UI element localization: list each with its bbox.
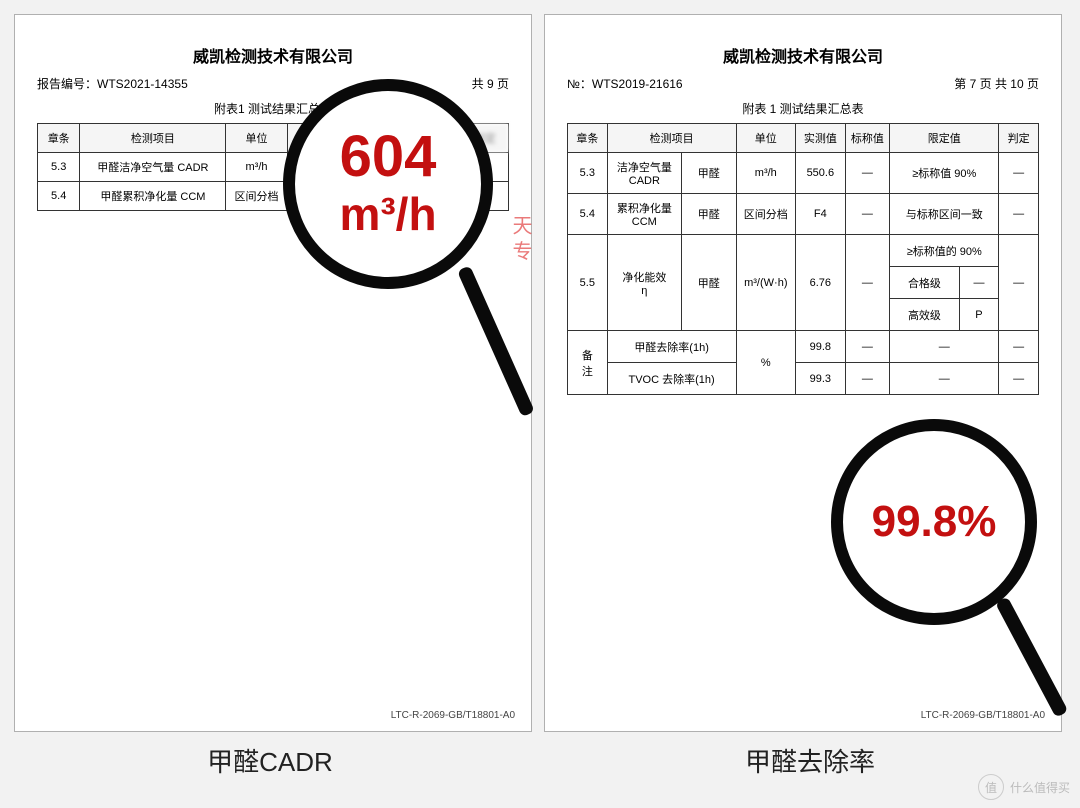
table-row: TVOC 去除率(1h) 99.3 — — — xyxy=(568,363,1039,395)
report-no-label: №： xyxy=(567,77,592,91)
report-no: WTS2021-14355 xyxy=(97,77,188,91)
left-caption: 甲醛CADR xyxy=(11,742,529,779)
magnifier-icon: 99.8% xyxy=(831,419,1037,625)
table-row: 5.3 洁净空气量 CADR 甲醛 m³/h 550.6 — ≥标称值 90% … xyxy=(568,153,1039,194)
watermark: 值 什么值得买 xyxy=(978,774,1070,800)
report-no: WTS2019-21616 xyxy=(592,77,683,91)
footer-code: LTC-R-2069-GB/T18801-A0 xyxy=(391,710,515,721)
doc-header: 报告编号：WTS2021-14355 共 9 页 xyxy=(37,75,509,92)
th: 章条 xyxy=(38,124,80,153)
watermark-text: 什么值得买 xyxy=(1010,779,1070,796)
right-document: 威凯检测技术有限公司 №：WTS2019-21616 第 7 页 共 10 页 … xyxy=(544,14,1062,732)
company-title: 威凯检测技术有限公司 xyxy=(37,43,509,67)
container: 威凯检测技术有限公司 报告编号：WTS2021-14355 共 9 页 附表1 … xyxy=(0,0,1080,732)
th: 检测项目 xyxy=(80,124,226,153)
th: 单位 xyxy=(226,124,287,153)
company-title: 威凯检测技术有限公司 xyxy=(567,43,1039,67)
captions: 甲醛CADR 甲醛去除率 xyxy=(0,742,1080,779)
magnifier-handle xyxy=(995,596,1068,717)
left-document: 威凯检测技术有限公司 报告编号：WTS2021-14355 共 9 页 附表1 … xyxy=(14,14,532,732)
magnified-value: 604 xyxy=(340,127,437,188)
table-row: 5.5 净化能效 η 甲醛 m³/(W·h) 6.76 — ≥标称值的 90% … xyxy=(568,235,1039,267)
stamp-fragment: 天 专 xyxy=(505,215,535,335)
page-info: 第 7 页 共 10 页 xyxy=(954,75,1039,92)
watermark-icon: 值 xyxy=(978,774,1004,800)
magnified-unit: m³/h xyxy=(339,187,436,241)
subtitle: 附表 1 测试结果汇总表 xyxy=(567,100,1039,117)
page-info: 共 9 页 xyxy=(472,75,509,92)
footer-code: LTC-R-2069-GB/T18801-A0 xyxy=(921,710,1045,721)
table-header-row: 章条 检测项目 单位 实测值 标称值 限定值 判定 xyxy=(568,124,1039,153)
table-row: 5.4 累积净化量 CCM 甲醛 区间分档 F4 — 与标称区间一致 — xyxy=(568,194,1039,235)
doc-header: №：WTS2019-21616 第 7 页 共 10 页 xyxy=(567,75,1039,92)
report-no-label: 报告编号： xyxy=(37,77,97,91)
right-table: 章条 检测项目 单位 实测值 标称值 限定值 判定 5.3 洁净空气量 CADR… xyxy=(567,123,1039,395)
magnified-value: 99.8% xyxy=(872,499,997,545)
table-row: 备 注 甲醛去除率(1h) % 99.8 — — — xyxy=(568,331,1039,363)
magnifier-icon: 604 m³/h xyxy=(283,79,493,289)
